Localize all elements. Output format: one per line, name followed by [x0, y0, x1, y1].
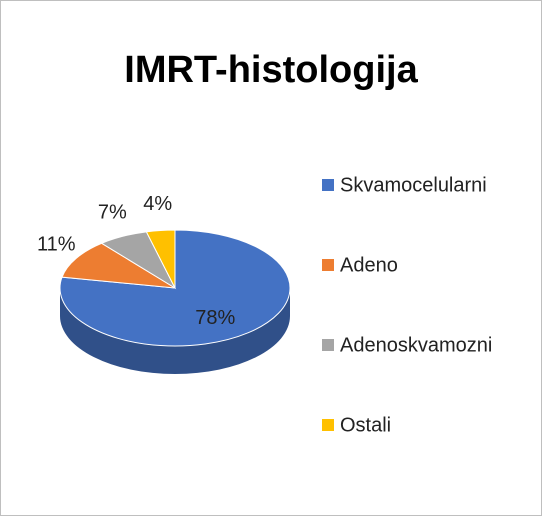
slice-top	[145, 229, 176, 289]
pie-slice	[61, 242, 176, 289]
data-label: 11%	[37, 233, 76, 255]
legend-swatch	[322, 339, 334, 351]
pie-slice	[145, 229, 176, 289]
legend-label: Adenoskvamozni	[340, 334, 492, 356]
legend-swatch	[322, 419, 334, 431]
slice-top	[61, 242, 176, 289]
chart-title: IMRT-histologija	[124, 49, 418, 91]
legend-swatch	[322, 179, 334, 191]
data-label: 78%	[195, 307, 235, 329]
slice-side	[60, 288, 290, 374]
legend-label: Ostali	[340, 414, 391, 436]
legend-label: Skvamocelularni	[340, 174, 487, 196]
data-label: 4%	[143, 193, 172, 215]
data-label: 7%	[98, 201, 127, 223]
legend-label: Adeno	[340, 254, 398, 276]
legend-swatch	[322, 259, 334, 271]
